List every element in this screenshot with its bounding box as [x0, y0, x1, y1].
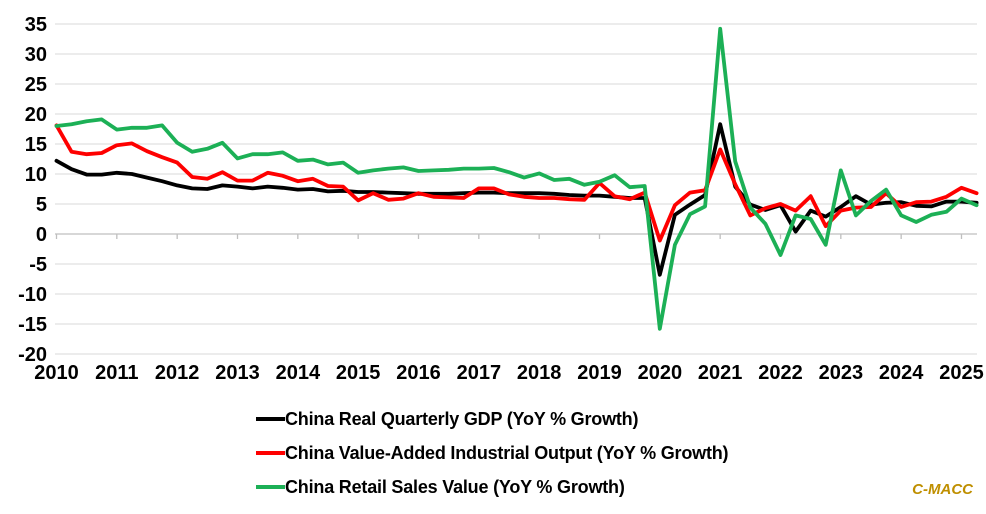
x-axis-label: 2021 [698, 362, 743, 384]
legend-swatch-industrial-output [256, 451, 285, 455]
x-axis-label: 2011 [95, 362, 138, 384]
y-axis-label: 30 [25, 44, 47, 66]
x-axis-label: 2024 [879, 362, 924, 384]
x-axis-label: 2012 [155, 362, 200, 384]
legend-swatch-retail-sales [256, 485, 285, 489]
x-axis-label: 2018 [517, 362, 562, 384]
x-axis-label: 2022 [758, 362, 803, 384]
y-axis-label: 0 [36, 224, 47, 246]
legend-swatch-gdp [256, 417, 285, 421]
x-axis-label: 2013 [215, 362, 260, 384]
series-line-gdp [54, 122, 979, 277]
x-axis-label: 2017 [457, 362, 502, 384]
y-axis-label: 25 [25, 74, 47, 96]
x-axis-label: 2019 [577, 362, 622, 384]
y-axis-label: 15 [25, 134, 47, 156]
y-axis-label: 20 [25, 104, 47, 126]
series-line-industrial-output [54, 123, 979, 243]
x-axis-label: 2025 [939, 362, 984, 384]
y-axis-label: 10 [25, 164, 47, 186]
y-axis-label: 5 [36, 194, 47, 216]
x-axis-label: 2015 [336, 362, 381, 384]
legend-label-industrial-output: China Value-Added Industrial Output (YoY… [285, 443, 729, 463]
y-axis-label: -15 [18, 314, 47, 336]
chart-legend: China Real Quarterly GDP (YoY % Growth) … [256, 407, 729, 499]
watermark: C-MACC [912, 481, 973, 498]
y-axis-label: -5 [29, 254, 47, 276]
x-axis-label: 2020 [638, 362, 683, 384]
x-axis-label: 2016 [396, 362, 441, 384]
legend-label-gdp: China Real Quarterly GDP (YoY % Growth) [285, 409, 639, 429]
legend-item-retail-sales: China Retail Sales Value (YoY % Growth) [256, 475, 728, 499]
x-axis-label: 2014 [276, 362, 321, 384]
legend-item-industrial-output: China Value-Added Industrial Output (YoY… [256, 441, 729, 465]
y-axis-label: -10 [18, 284, 47, 306]
y-axis-label: 35 [25, 14, 47, 36]
series-line-retail-sales [54, 26, 979, 331]
x-axis-label: 2010 [34, 362, 79, 384]
x-axis-label: 2023 [819, 362, 864, 384]
legend-label-retail-sales: China Retail Sales Value (YoY % Growth) [285, 477, 625, 497]
legend-item-gdp: China Real Quarterly GDP (YoY % Growth) [256, 407, 728, 431]
y-axis-label: -20 [18, 344, 47, 366]
